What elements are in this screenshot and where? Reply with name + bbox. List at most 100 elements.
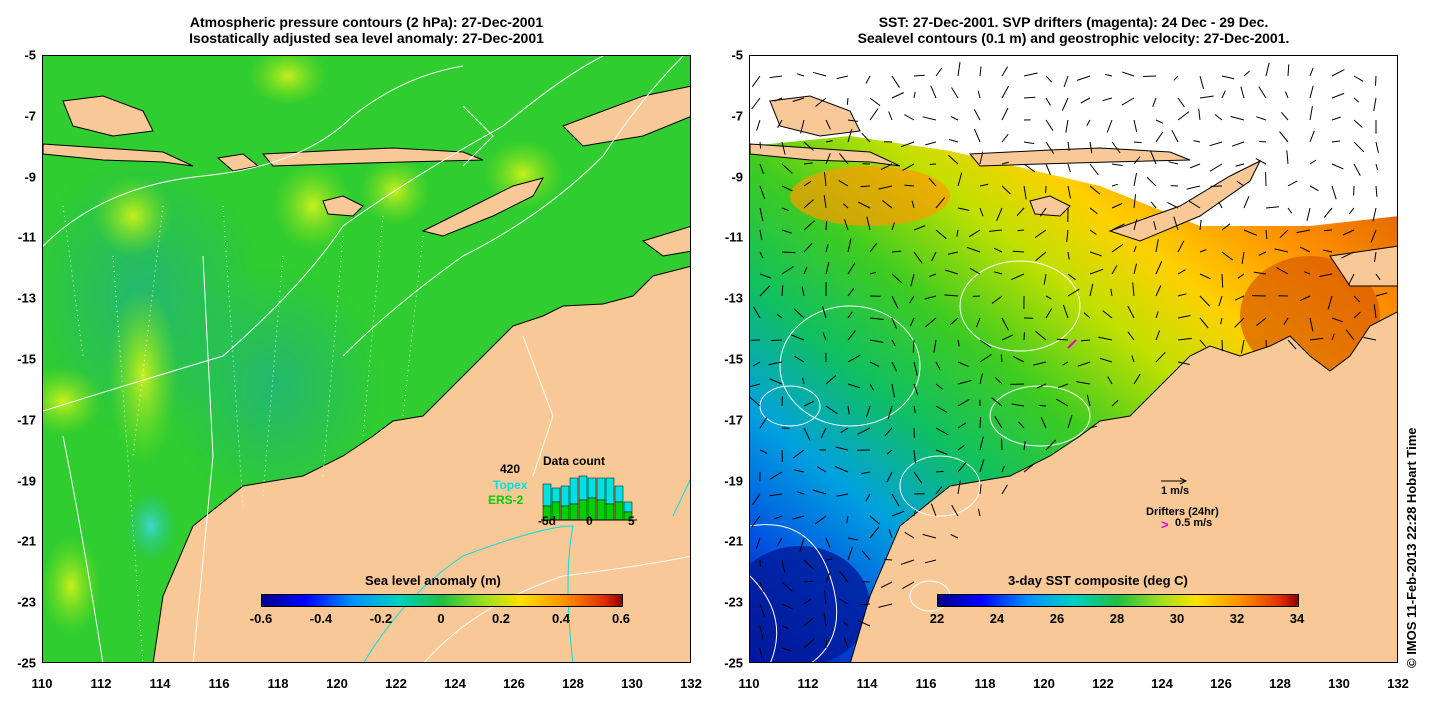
velocity-arrow [781,163,793,174]
velocity-arrow [1067,273,1076,281]
velocity-arrow [1231,141,1245,147]
java-island [43,143,194,167]
velocity-arrow [1177,269,1186,275]
velocity-arrow [759,417,768,429]
velocity-arrow [957,62,961,77]
velocity-arrow [1236,180,1245,187]
velocity-arrow [812,71,827,77]
velocity-arrow [1133,218,1138,231]
velocity-arrow [977,90,981,99]
velocity-arrow [1121,97,1135,106]
velocity-arrow [888,111,893,121]
australia-land [850,311,1397,662]
velocity-arrow [909,317,915,327]
velocity-arrow [1133,141,1142,144]
velocity-arrow [1190,163,1201,169]
velocity-arrow [884,427,893,437]
velocity-arrow [1306,207,1311,222]
velocity-arrow [1309,67,1314,77]
velocity-arrow [803,220,815,231]
velocity-arrow [1221,339,1223,352]
topex-legend: Topex [493,478,528,492]
velocity-arrow [1177,315,1191,319]
velocity-arrow [1243,229,1258,236]
velocity-arrow [1173,75,1179,81]
histogram-ers2-bar [605,503,615,521]
velocity-arrow [904,531,915,539]
velocity-arrow [1153,221,1157,231]
velocity-arrow [1142,75,1157,77]
velocity-arrow [891,510,905,517]
velocity-arrow [881,200,893,209]
velocity-arrow [847,119,859,122]
velocity-arrow [979,417,982,429]
velocity-arrow [968,229,981,238]
velocity-arrow [902,581,915,590]
velocity-arrow [759,603,766,617]
velocity-arrow [1287,207,1293,214]
velocity-arrow [794,469,805,473]
velocity-arrow [1353,141,1365,153]
velocity-arrow [825,119,831,130]
velocity-arrow [948,139,959,143]
sumbawa-flores-island [968,147,1191,167]
velocity-arrow [838,598,849,605]
velocity-arrow [1111,141,1121,154]
velocity-arrow [812,489,827,495]
pressure-contour [424,555,690,662]
velocity-arrow [888,528,893,539]
drifter-speed-label: 0.5 m/s [1175,517,1213,529]
velocity-arrow [781,207,789,211]
velocity-arrow [803,199,814,209]
velocity-arrow [1099,357,1113,363]
colorbar-label: 0.2 [491,611,511,626]
velocity-arrow [913,405,916,414]
velocity-arrow [957,339,960,347]
velocity-arrow [1331,140,1341,143]
velocity-arrow [781,581,793,592]
velocity-arrow [957,172,963,187]
velocity-arrow [803,580,813,583]
velocity-arrow [891,92,905,99]
velocity-arrow [1011,273,1025,281]
velocity-arrow [1199,317,1209,329]
velocity-arrow [956,229,959,237]
velocity-arrow [1011,403,1025,407]
velocity-arrow [797,491,805,495]
colorbar-label: 32 [1229,611,1245,626]
velocity-arrow [861,132,871,143]
left-y-tick: -9 [24,169,36,185]
velocity-arrow [1086,119,1091,126]
velocity-arrow [979,183,989,187]
velocity-arrow [847,128,853,143]
velocity-arrow [803,141,814,151]
velocity-arrow [866,216,871,231]
velocity-arrow [825,375,837,385]
velocity-arrow [1032,361,1047,366]
velocity-arrow [1045,141,1055,154]
high-anomaly-patch [273,161,353,251]
ers2-legend: ERS-2 [488,493,524,507]
velocity-arrow [1076,381,1091,385]
velocity-arrow [1240,339,1245,354]
right-map: 1 m/s Drifters (24hr) > 0.5 m/s 3-day SS… [749,55,1398,663]
velocity-arrow [866,405,871,418]
velocity-arrow [1345,329,1355,341]
velocity-arrow [1296,229,1311,234]
velocity-arrow [759,625,764,640]
velocity-arrow [930,503,937,517]
left-y-tick: -5 [24,47,36,63]
velocity-arrow [835,466,849,473]
velocity-arrow [948,154,959,165]
velocity-arrow [1221,75,1235,80]
velocity-arrow [822,306,827,319]
velocity-arrow [904,114,915,121]
high-anomaly-patch [108,286,178,466]
velocity-arrow [891,222,895,231]
velocity-arrow [1155,330,1161,341]
velocity-arrow [957,480,961,495]
copyright-text: © IMOS 11-Feb-2013 22:28 Hobart Time [1404,427,1419,668]
histogram-axis [541,519,637,524]
velocity-arrow [1353,75,1364,82]
velocity-arrow [913,251,923,264]
